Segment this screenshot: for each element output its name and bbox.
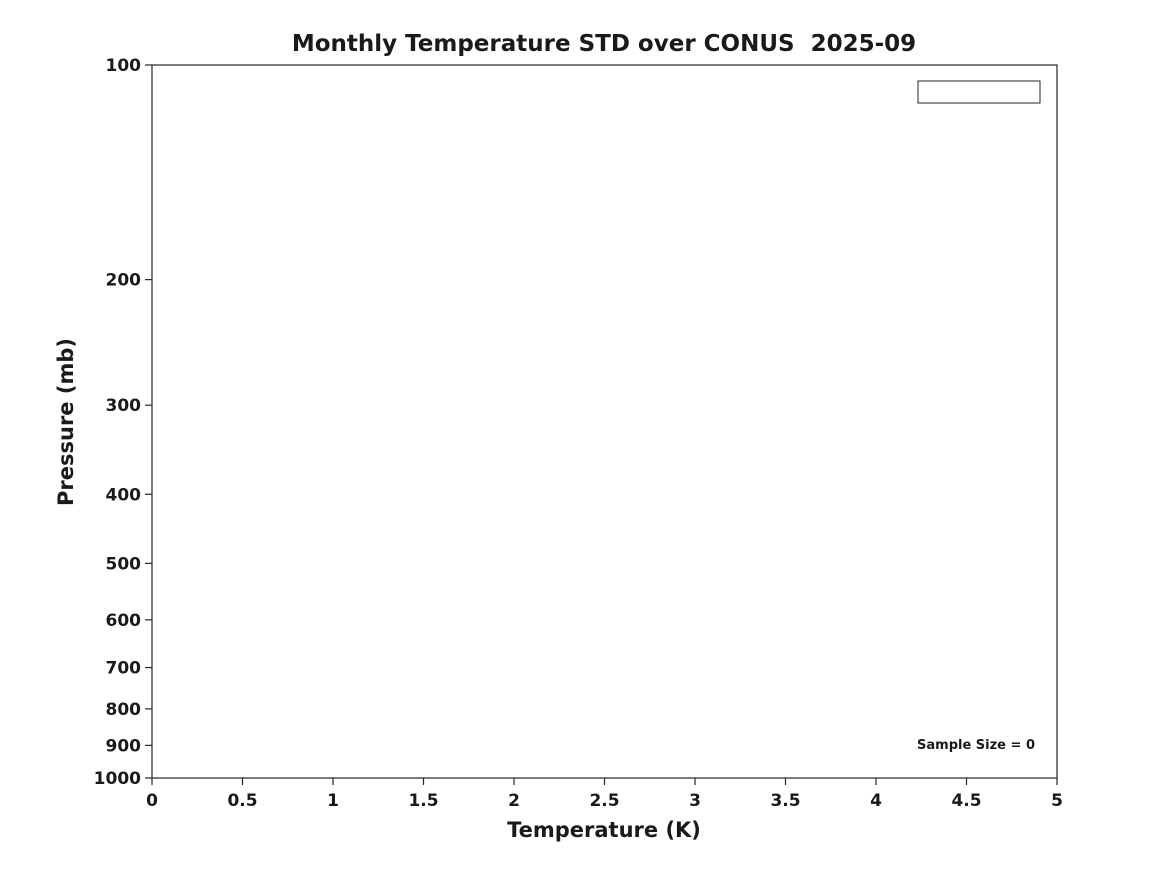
y-tick-label: 700: [106, 659, 142, 679]
sample-size-annotation: Sample Size = 0: [917, 738, 1035, 753]
y-tick-label: 100: [106, 56, 142, 76]
x-tick-label: 4.5: [951, 791, 981, 811]
y-tick-label: 500: [106, 554, 142, 574]
y-tick-label: 200: [106, 271, 142, 291]
x-tick-label: 2.5: [589, 791, 619, 811]
x-tick-label: 3: [689, 791, 701, 811]
x-tick-label: 0: [146, 791, 158, 811]
x-axis-label: Temperature (K): [507, 818, 701, 842]
y-tick-label: 1000: [94, 769, 141, 789]
x-tick-label: 3.5: [770, 791, 800, 811]
x-tick-label: 1.5: [408, 791, 438, 811]
x-tick-label: 1: [327, 791, 339, 811]
x-tick-label: 2: [508, 791, 520, 811]
x-tick-label: 0.5: [227, 791, 257, 811]
y-tick-label: 300: [106, 396, 142, 416]
y-tick-label: 600: [106, 611, 142, 631]
x-tick-label: 4: [870, 791, 882, 811]
legend-box: [917, 80, 1041, 104]
y-tick-label: 800: [106, 700, 142, 720]
x-tick-label: 5: [1051, 791, 1063, 811]
chart-title: Monthly Temperature STD over CONUS 2025-…: [291, 31, 917, 57]
y-tick-label: 900: [106, 736, 142, 756]
plot-box: [151, 64, 1058, 779]
y-tick-label: 400: [106, 485, 142, 505]
